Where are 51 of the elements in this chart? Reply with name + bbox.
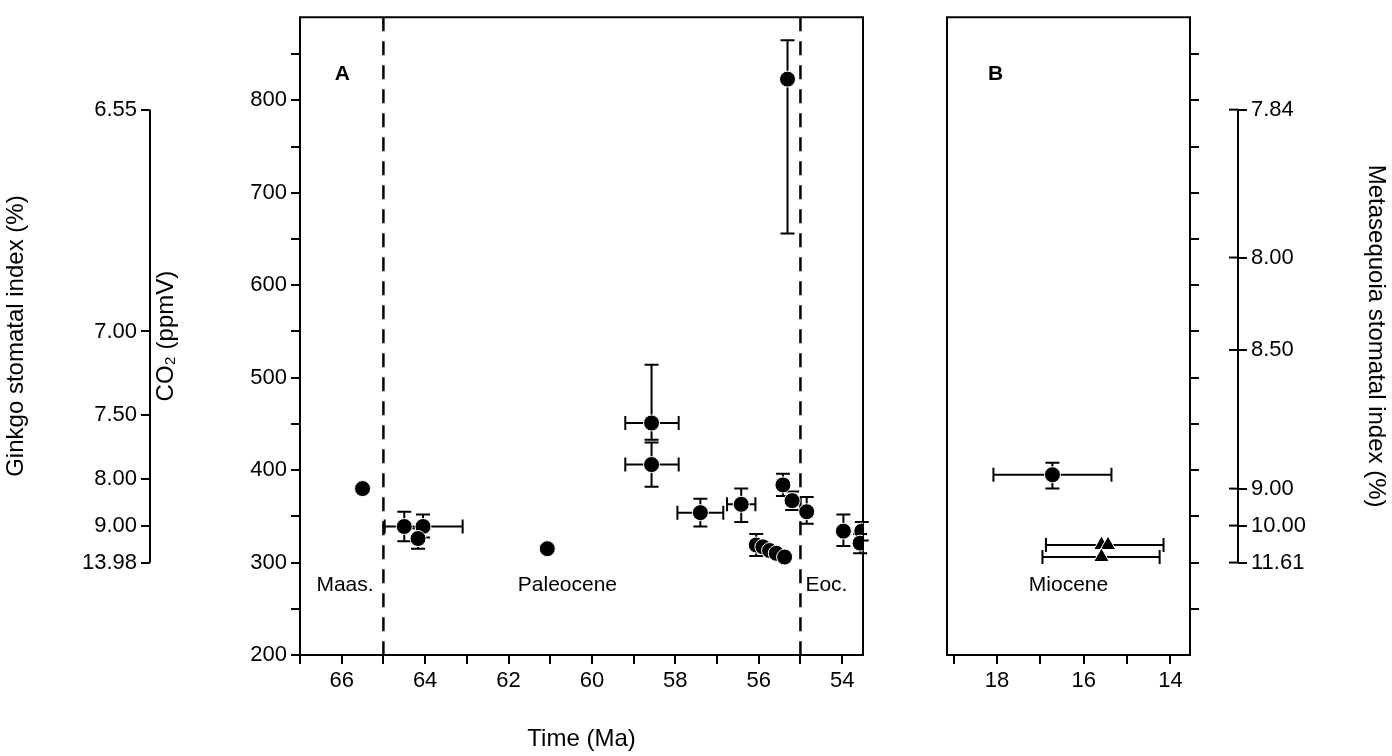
annotation: Paleocene	[517, 571, 618, 595]
y-tick-label: 500	[250, 363, 287, 389]
y-tick-label: 700	[250, 178, 287, 204]
category-label: 6.55	[94, 95, 137, 121]
point	[776, 548, 794, 566]
x-tick-label: 16	[1071, 667, 1096, 693]
x-tick-label: 18	[984, 667, 1010, 693]
point	[779, 70, 797, 88]
category-label: 8.50	[1251, 336, 1294, 362]
annotation: Eoc.	[805, 571, 848, 595]
category-label: 11.61	[1251, 548, 1305, 574]
y-tick-label: 200	[250, 641, 287, 667]
category-label: 7.00	[94, 317, 137, 343]
y-tick-label: 600	[250, 271, 287, 297]
category-label: 7.84	[1251, 95, 1294, 121]
point	[798, 503, 816, 521]
x-tick-label: 64	[412, 667, 438, 693]
x-axis-title: Time (Ma)	[527, 724, 636, 752]
point	[643, 414, 661, 432]
x-tick-label: 14	[1158, 667, 1183, 693]
annotation: Miocene	[1028, 571, 1109, 595]
y-tick-label: 800	[250, 86, 287, 112]
point	[834, 522, 852, 540]
x-tick-label: 54	[829, 667, 855, 693]
point	[691, 504, 709, 522]
annotation: Maas.	[316, 571, 374, 595]
y-axis-title: CO₂ (ppmV)	[151, 270, 179, 402]
y2-axis-title: Ginkgo stomatal index (%)	[1, 195, 29, 477]
category-label: 9.00	[94, 511, 137, 537]
x-tick-label: 58	[663, 667, 688, 693]
point	[538, 540, 556, 558]
x-tick-label: 60	[579, 667, 605, 693]
category-label: 9.00	[1251, 474, 1294, 500]
x-tick-label: 62	[496, 667, 521, 693]
y2-axis-title: Metasequoia stomatal index (%)	[1363, 164, 1391, 508]
category-label: 7.50	[94, 400, 137, 426]
point	[774, 476, 792, 494]
category-label: 8.00	[1251, 243, 1294, 269]
x-tick-label: 56	[746, 667, 771, 693]
x-tick-label: 66	[329, 667, 354, 693]
category-label: 8.00	[94, 465, 137, 491]
point	[732, 495, 750, 513]
category-label: 10.00	[1251, 511, 1307, 537]
y-tick-label: 300	[250, 548, 287, 574]
point	[643, 456, 661, 474]
point	[395, 518, 413, 536]
point	[354, 480, 372, 498]
y-tick-label: 400	[250, 456, 287, 482]
annotation: B	[988, 61, 1004, 85]
annotation: A	[334, 61, 350, 85]
category-label: 13.98	[81, 548, 137, 574]
